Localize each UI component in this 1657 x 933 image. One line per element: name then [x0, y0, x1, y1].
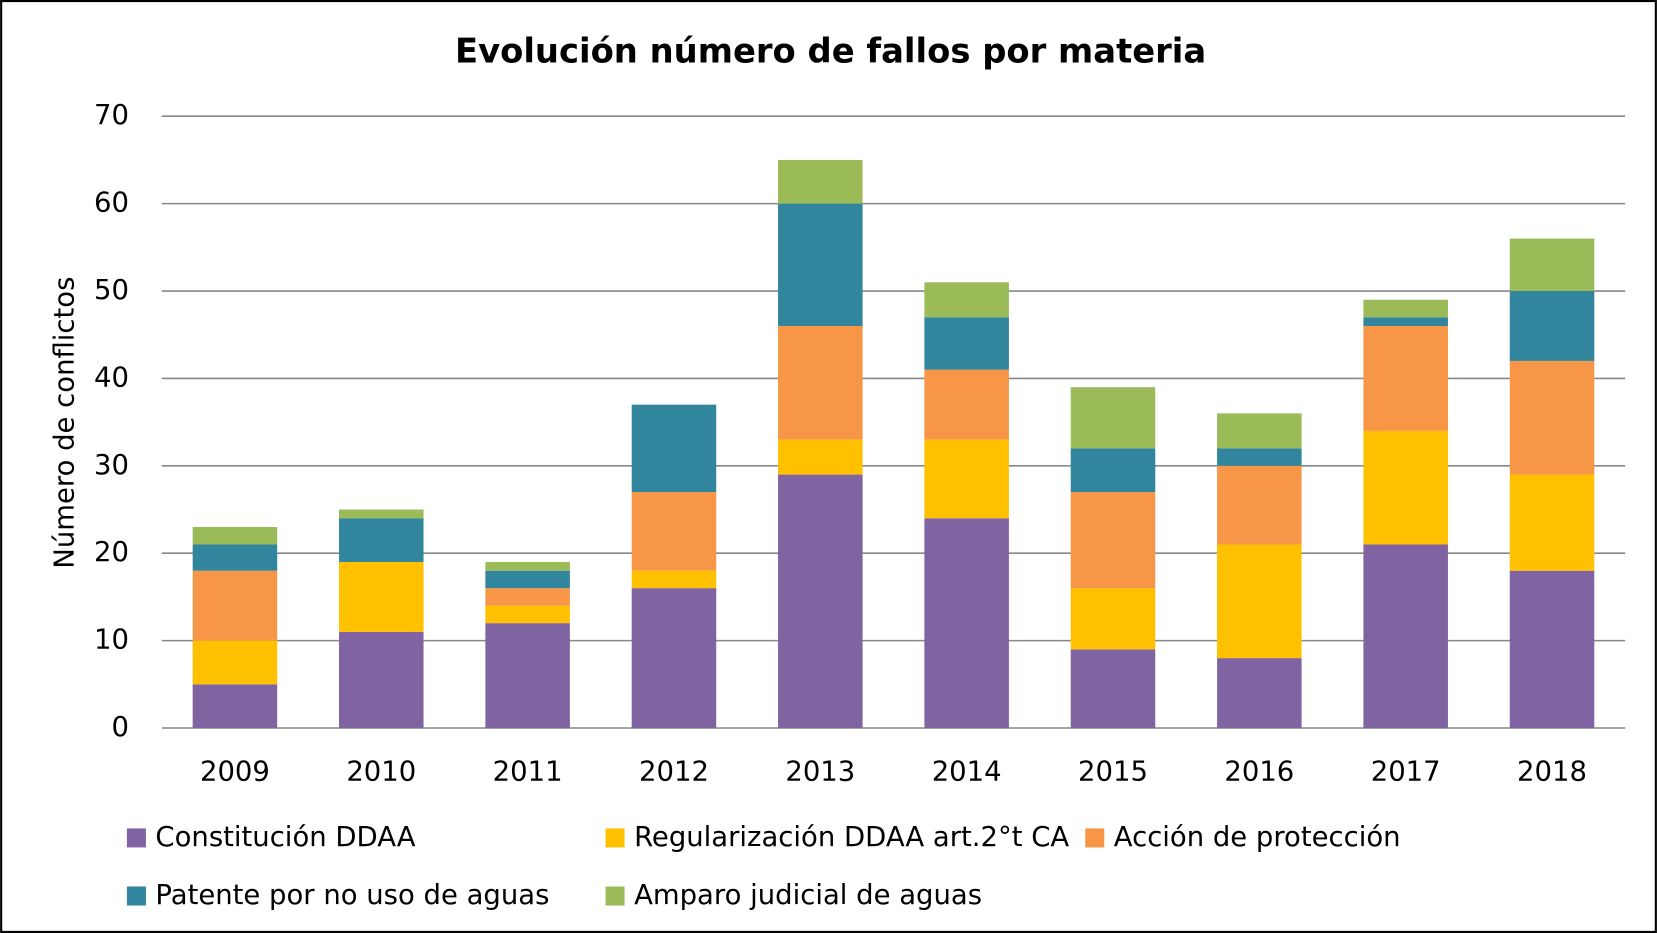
bar-segment [631, 588, 717, 729]
bar-segment [1363, 430, 1448, 545]
y-tick-label: 10 [94, 625, 129, 656]
bar-segment [192, 684, 278, 729]
bar-segment [339, 631, 424, 729]
bar-segment [339, 509, 424, 519]
bar-segment [192, 526, 278, 545]
bar-segment [778, 474, 863, 729]
bar-segment [485, 570, 570, 589]
y-tick-label: 0 [112, 712, 129, 743]
y-tick-label: 20 [94, 537, 129, 568]
bar-segment [1363, 325, 1448, 431]
bar-segment [924, 317, 1009, 370]
bar-segment [1217, 544, 1302, 659]
legend-label: Constitución DDAA [155, 822, 415, 853]
bar-segment [1217, 465, 1302, 545]
bar-segment [1363, 544, 1448, 729]
bar-segment [631, 492, 717, 571]
bar-segment [485, 561, 570, 571]
bar-segment [1363, 317, 1448, 326]
bar-segment [778, 439, 863, 475]
bar-segment [631, 404, 717, 493]
bar-segment [924, 439, 1009, 519]
bar-segment [1217, 448, 1302, 466]
bar-segment [778, 203, 863, 326]
bar-segment [778, 159, 863, 204]
y-tick-label: 60 [94, 188, 129, 219]
x-tick-label: 2014 [932, 756, 1002, 787]
x-tick-label: 2017 [1371, 756, 1441, 787]
bar-segment [631, 570, 717, 589]
x-tick-label: 2016 [1224, 756, 1294, 787]
y-tick-label: 30 [94, 450, 129, 481]
bar-segment [1509, 474, 1595, 571]
legend-label: Acción de protección [1114, 822, 1401, 853]
legend-label: Regularización DDAA art.2°t CA [634, 822, 1069, 853]
bar-segment [1363, 299, 1448, 318]
legend-swatch [605, 886, 625, 906]
bar-segment [1070, 492, 1156, 589]
bar-segment [339, 518, 424, 562]
bar-segment [1070, 448, 1156, 493]
bar-segment [924, 369, 1009, 440]
legend-label: Patente por no uso de aguas [155, 880, 549, 911]
bar-segment [1509, 238, 1595, 292]
bar-segment [1509, 570, 1595, 729]
x-tick-label: 2010 [346, 756, 416, 787]
bar-segment [192, 640, 278, 685]
bar-segment [1070, 387, 1156, 449]
legend-swatch [1085, 828, 1105, 848]
x-tick-label: 2015 [1078, 756, 1148, 787]
bar-segment [485, 605, 570, 624]
bar-segment [485, 588, 570, 606]
x-tick-label: 2013 [785, 756, 855, 787]
x-tick-label: 2018 [1517, 756, 1587, 787]
bar-segment [1217, 658, 1302, 729]
bar-segment [1070, 588, 1156, 650]
bar-segment [1509, 291, 1595, 361]
bar-segment [778, 325, 863, 440]
bar-segment [1217, 413, 1302, 449]
bar-segment [1509, 360, 1595, 475]
bar-segment [485, 623, 570, 729]
bar-segment [924, 282, 1009, 318]
chart-title: Evolución número de fallos por materia [455, 31, 1206, 70]
x-tick-label: 2012 [639, 756, 709, 787]
legend-swatch [126, 886, 146, 906]
y-tick-label: 40 [94, 362, 129, 393]
bar-segment [192, 544, 278, 571]
x-tick-label: 2009 [200, 756, 270, 787]
x-tick-label: 2011 [493, 756, 563, 787]
legend-label: Amparo judicial de aguas [634, 880, 982, 911]
y-axis-label: Número de conflictos [50, 277, 81, 569]
bar-segment [924, 518, 1009, 729]
legend-swatch [605, 828, 625, 848]
y-tick-label: 50 [94, 275, 129, 306]
bar-segment [192, 570, 278, 641]
bar-segment [1070, 649, 1156, 729]
legend-swatch [126, 828, 146, 848]
y-tick-label: 70 [94, 100, 129, 131]
bar-segment [339, 561, 424, 632]
